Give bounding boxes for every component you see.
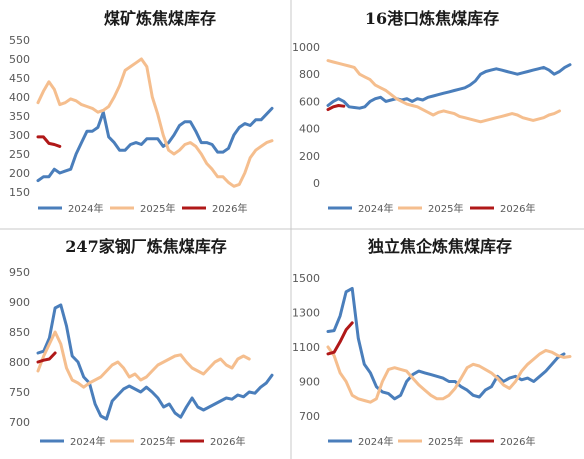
- series-lines: [36, 57, 274, 188]
- legend-label: 2026年: [500, 202, 535, 215]
- legend-label: 2025年: [428, 435, 463, 448]
- y-tick-label: 1500: [292, 272, 320, 285]
- y-tick-label: 750: [9, 386, 30, 399]
- y-axis: 150 200 250 300 350 400 450 500 550: [9, 34, 30, 199]
- y-tick-label: 0: [313, 177, 320, 190]
- legend-label: 2024年: [358, 202, 393, 215]
- legend-label: 2026年: [212, 202, 247, 215]
- chart-title: 煤矿炼焦煤库存: [104, 9, 216, 28]
- series-line-2: [36, 57, 274, 188]
- chart-title: 16港口炼焦煤库存: [365, 9, 499, 28]
- y-tick-label: 600: [299, 95, 320, 108]
- series-lines: [36, 303, 274, 421]
- y-tick-label: 200: [299, 150, 320, 163]
- series-line-2: [326, 345, 572, 404]
- legend-label: 2025年: [140, 435, 175, 448]
- y-tick-label: 1100: [292, 341, 320, 354]
- series-lines: [326, 59, 572, 124]
- y-tick-label: 250: [9, 148, 30, 161]
- series-lines: [326, 286, 572, 404]
- y-tick-label: 800: [299, 68, 320, 81]
- legend: 2024年 2025年 2026年: [328, 435, 535, 448]
- legend-label: 2024年: [358, 435, 393, 448]
- legend-label: 2026年: [210, 435, 245, 448]
- chart-title: 247家钢厂炼焦煤库存: [65, 237, 226, 256]
- y-tick-label: 400: [9, 91, 30, 104]
- series-line-1: [36, 106, 274, 183]
- y-axis: 0 200 400 600 800 1000: [292, 41, 320, 190]
- y-tick-label: 350: [9, 110, 30, 123]
- y-axis: 700 750 800 850 900 950: [9, 266, 30, 429]
- y-tick-label: 300: [9, 129, 30, 142]
- chart-panel-3: 247家钢厂炼焦煤库存 700 750 800 850 900 950 2024年 2025…: [9, 237, 274, 448]
- y-tick-label: 150: [9, 186, 30, 199]
- series-line-1: [326, 63, 572, 110]
- y-tick-label: 1300: [292, 307, 320, 320]
- y-axis: 700 900 1100 1300 1500: [292, 272, 320, 423]
- series-line-3: [36, 351, 57, 364]
- series-line-3: [326, 104, 346, 112]
- y-tick-label: 450: [9, 72, 30, 85]
- y-tick-label: 400: [299, 123, 320, 136]
- y-tick-label: 200: [9, 167, 30, 180]
- y-tick-label: 850: [9, 326, 30, 339]
- series-line-1: [326, 286, 566, 401]
- y-tick-label: 700: [299, 410, 320, 423]
- y-tick-label: 550: [9, 34, 30, 47]
- y-tick-label: 500: [9, 53, 30, 66]
- series-line-3: [326, 321, 354, 356]
- series-line-1: [36, 303, 274, 421]
- legend: 2024年 2025年 2026年: [38, 202, 247, 215]
- series-line-3: [36, 135, 62, 148]
- y-tick-label: 1000: [292, 41, 320, 54]
- legend: 2024年 2025年 2026年: [40, 435, 245, 448]
- legend-label: 2025年: [428, 202, 463, 215]
- legend: 2024年 2025年 2026年: [328, 202, 535, 215]
- y-tick-label: 700: [9, 416, 30, 429]
- y-tick-label: 900: [9, 296, 30, 309]
- y-tick-label: 900: [299, 376, 320, 389]
- y-tick-label: 800: [9, 356, 30, 369]
- series-line-2: [326, 59, 561, 124]
- y-tick-label: 950: [9, 266, 30, 279]
- chart-title: 独立焦企炼焦煤库存: [368, 237, 512, 256]
- chart-panel-1: 煤矿炼焦煤库存 150 200 250 300 350 400 450 500 550 2024…: [9, 9, 274, 215]
- legend-label: 2024年: [68, 202, 103, 215]
- legend-label: 2025年: [140, 202, 175, 215]
- series-line-2: [36, 330, 251, 389]
- legend-label: 2026年: [500, 435, 535, 448]
- legend-label: 2024年: [70, 435, 105, 448]
